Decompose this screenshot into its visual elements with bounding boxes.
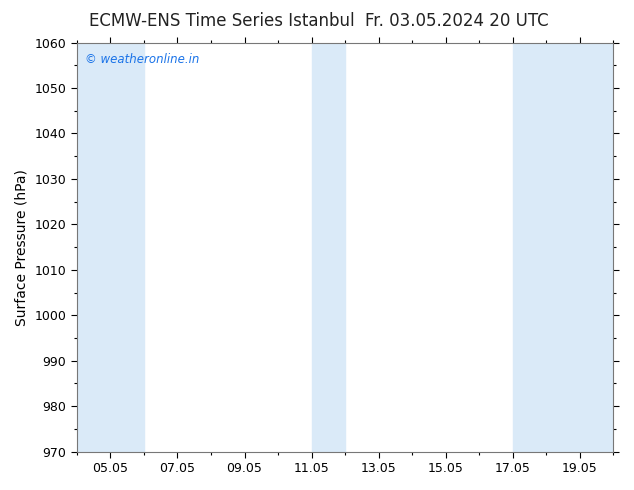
Bar	[311, 43, 345, 452]
Text: ECMW-ENS Time Series Istanbul: ECMW-ENS Time Series Istanbul	[89, 12, 354, 30]
Bar	[77, 43, 144, 452]
Text: Fr. 03.05.2024 20 UTC: Fr. 03.05.2024 20 UTC	[365, 12, 548, 30]
Bar	[513, 43, 614, 452]
Text: © weatheronline.in: © weatheronline.in	[85, 53, 199, 66]
Y-axis label: Surface Pressure (hPa): Surface Pressure (hPa)	[15, 169, 29, 325]
